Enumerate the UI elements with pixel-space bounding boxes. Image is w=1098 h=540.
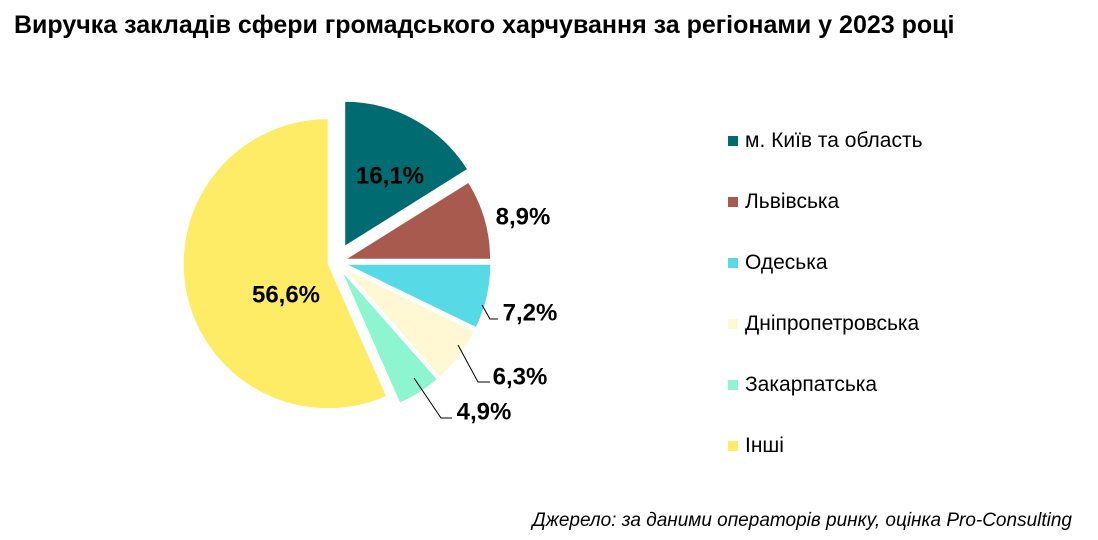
legend-swatch <box>728 380 738 390</box>
legend-item-dnipro: Дніпропетровська <box>728 293 1068 354</box>
data-label: 4,9% <box>457 398 512 425</box>
legend-swatch <box>728 258 738 268</box>
slice-dnipro <box>343 267 476 378</box>
data-label: 56,6% <box>252 281 320 308</box>
slice-other <box>182 118 388 410</box>
legend-label: Закарпатська <box>745 372 878 396</box>
leader-line <box>413 377 452 419</box>
legend-swatch <box>728 136 738 146</box>
legend-item-zakarpattia: Закарпатська <box>728 354 1068 415</box>
legend-label: м. Київ та область <box>745 128 923 152</box>
leader-line <box>481 304 498 320</box>
legend: м. Київ та область Львівська Одеська Дні… <box>728 110 1068 476</box>
legend-item-kyiv: м. Київ та область <box>728 110 1068 171</box>
source-note: Джерело: за даними операторів ринку, оці… <box>532 510 1072 531</box>
slice-zakarpattia <box>340 270 438 404</box>
data-label: 8,9% <box>496 203 551 230</box>
slice-kyiv <box>344 100 469 248</box>
data-label: 7,2% <box>503 299 558 326</box>
legend-swatch <box>728 197 738 207</box>
slice-lviv <box>343 181 492 260</box>
legend-swatch <box>728 319 738 329</box>
legend-item-other: Інші <box>728 415 1068 476</box>
data-label: 6,3% <box>493 363 548 390</box>
chart-title: Виручка закладів сфери громадського харч… <box>14 11 955 39</box>
legend-item-lviv: Львівська <box>728 171 1068 232</box>
legend-label: Дніпропетровська <box>745 311 920 335</box>
legend-label: Інші <box>745 433 784 457</box>
legend-label: Львівська <box>745 189 840 213</box>
leader-line <box>457 344 490 383</box>
data-label: 16,1% <box>356 162 424 189</box>
legend-label: Одеська <box>745 250 828 274</box>
slice-odesa <box>345 263 492 329</box>
legend-swatch <box>728 441 738 451</box>
legend-item-odesa: Одеська <box>728 232 1068 293</box>
